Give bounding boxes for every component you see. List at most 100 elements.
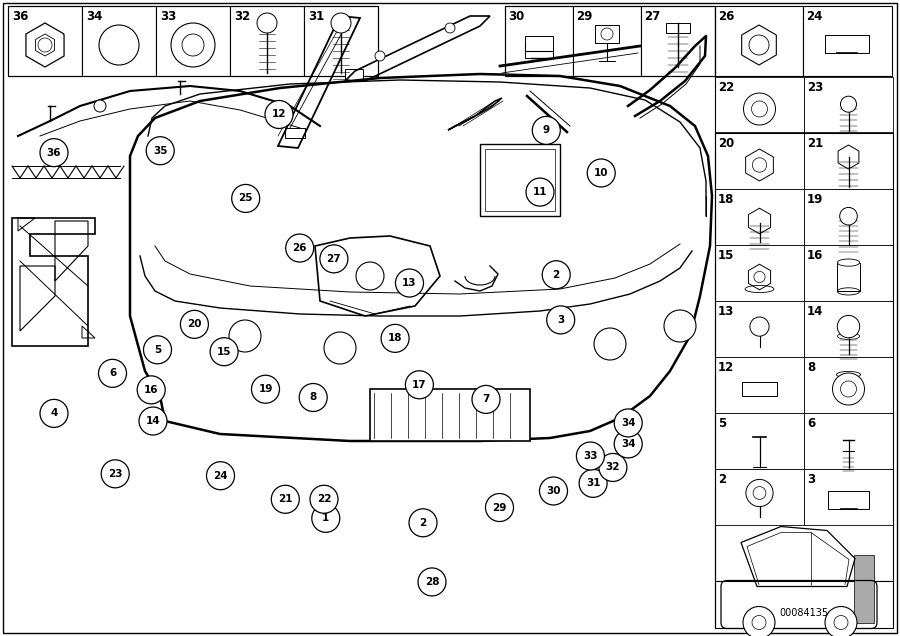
Circle shape [257,13,277,33]
Circle shape [38,38,52,52]
Bar [505,6,573,76]
Circle shape [841,381,857,397]
Text: 6: 6 [109,368,116,378]
Text: 15: 15 [217,347,231,357]
Circle shape [832,373,865,405]
Text: 18: 18 [718,193,734,206]
Bar [715,301,804,357]
Text: 23: 23 [108,469,122,479]
Circle shape [231,184,260,212]
Circle shape [579,469,608,497]
Text: 26: 26 [718,10,734,23]
Circle shape [98,359,127,387]
Text: 26: 26 [292,243,307,253]
Bar [804,77,893,133]
Bar [573,6,641,76]
Circle shape [375,51,385,61]
Text: 7: 7 [482,394,490,404]
Text: 27: 27 [327,254,341,264]
Bar [715,77,804,133]
Circle shape [101,460,130,488]
Circle shape [206,462,235,490]
Bar [345,69,363,81]
Text: 29: 29 [576,10,592,23]
Bar [804,133,893,189]
Text: 5: 5 [718,417,726,430]
Circle shape [418,568,446,596]
Bar [156,6,230,76]
Bar [485,149,555,211]
Text: 10: 10 [594,168,608,178]
Circle shape [180,310,209,338]
Circle shape [746,480,773,507]
Circle shape [311,504,340,532]
Text: 8: 8 [807,361,815,374]
Circle shape [598,453,627,481]
Text: 33: 33 [583,451,598,461]
Circle shape [752,101,768,117]
Ellipse shape [837,259,859,266]
Circle shape [594,328,626,360]
Circle shape [265,100,293,128]
Text: 8: 8 [310,392,317,403]
Bar [804,189,893,245]
Bar [715,413,804,469]
Circle shape [752,616,766,630]
Bar [304,6,378,76]
Circle shape [532,116,561,144]
Circle shape [743,93,776,125]
Circle shape [546,306,575,334]
Bar [480,144,560,216]
Circle shape [310,485,338,513]
Text: 36: 36 [12,10,29,23]
Ellipse shape [836,371,860,378]
Circle shape [99,25,139,65]
Circle shape [171,23,215,67]
Bar [641,6,715,76]
Bar [804,413,893,469]
Bar [525,36,553,58]
Text: 00084135: 00084135 [779,608,829,618]
Text: 30: 30 [508,10,524,23]
Circle shape [614,409,643,437]
Circle shape [331,13,351,33]
Text: 2: 2 [419,518,427,528]
Circle shape [146,137,175,165]
Text: 16: 16 [807,249,824,262]
Bar [715,133,804,189]
Text: 12: 12 [718,361,734,374]
Bar [742,382,777,396]
Circle shape [837,315,859,338]
Text: 4: 4 [50,408,58,418]
Text: 14: 14 [807,305,824,318]
Text: 30: 30 [546,486,561,496]
Circle shape [182,34,204,56]
Circle shape [285,234,314,262]
Circle shape [664,310,696,342]
Circle shape [587,159,616,187]
Circle shape [143,336,172,364]
Circle shape [539,477,568,505]
Circle shape [299,384,328,411]
Text: 24: 24 [213,471,228,481]
Bar [854,555,874,623]
Circle shape [40,139,68,167]
Text: 18: 18 [388,333,402,343]
Text: 33: 33 [160,10,176,23]
Bar [804,469,893,525]
Bar [715,581,893,628]
Text: 15: 15 [718,249,734,262]
Text: 5: 5 [154,345,161,355]
Circle shape [841,96,857,112]
Text: 22: 22 [317,494,331,504]
Circle shape [825,607,857,636]
Circle shape [753,487,766,499]
Text: 34: 34 [621,439,635,449]
Text: 3: 3 [557,315,564,325]
Circle shape [752,158,767,172]
Text: 16: 16 [144,385,158,395]
Bar [715,189,804,245]
Circle shape [409,509,437,537]
Circle shape [40,399,68,427]
Text: 21: 21 [278,494,293,504]
